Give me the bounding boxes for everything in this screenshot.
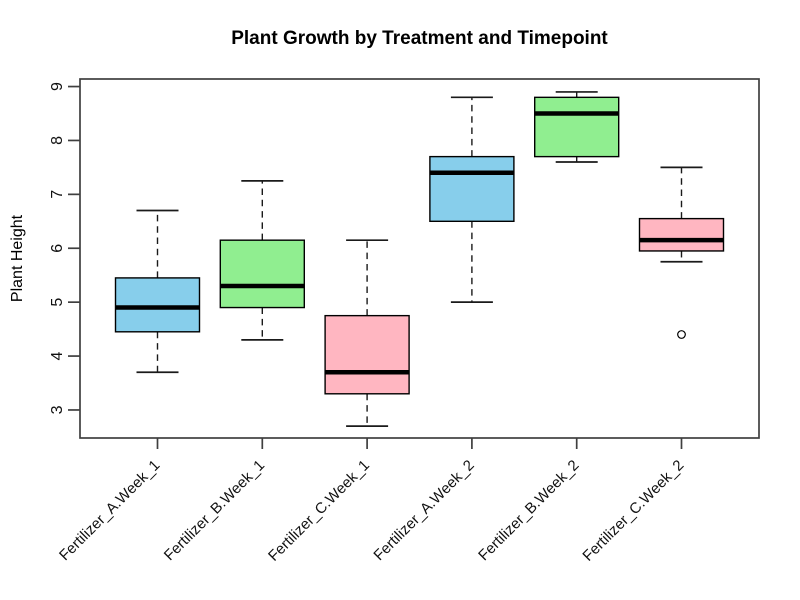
y-tick-label: 8: [49, 136, 66, 145]
iqr-box: [534, 96, 620, 158]
y-axis-title: Plant Height: [9, 214, 26, 302]
x-category-label: Fertilizer_B.Week_1: [161, 457, 268, 564]
iqr-box: [219, 239, 306, 309]
iqr-box: [429, 155, 515, 223]
plot-frame: [79, 78, 760, 439]
x-category-label: Fertilizer_A.Week_1: [56, 457, 163, 564]
iqr-box: [114, 277, 201, 333]
plot-area: 3456789Fertilizer_A.Week_1Fertilizer_B.W…: [49, 78, 760, 565]
y-tick-label: 4: [49, 352, 66, 361]
x-category-label: Fertilizer_C.Week_2: [579, 457, 687, 565]
x-category-label: Fertilizer_A.Week_2: [370, 457, 477, 564]
outlier-point: [677, 330, 686, 339]
iqr-box: [324, 314, 410, 395]
y-tick-label: 3: [49, 405, 66, 414]
iqr-box: [638, 217, 725, 252]
x-category-label: Fertilizer_C.Week_1: [265, 457, 373, 565]
y-tick-label: 7: [49, 190, 66, 199]
y-tick-label: 6: [49, 244, 66, 253]
y-tick-label: 5: [49, 298, 66, 307]
chart-title: Plant Growth by Treatment and Timepoint: [231, 28, 608, 49]
y-tick-label: 9: [49, 82, 66, 91]
x-category-label: Fertilizer_B.Week_2: [475, 457, 582, 564]
